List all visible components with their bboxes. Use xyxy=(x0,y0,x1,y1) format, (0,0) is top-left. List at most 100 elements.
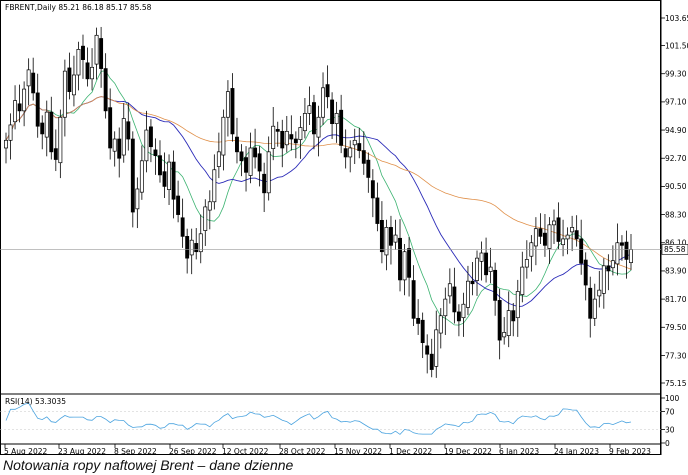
candle-body xyxy=(81,45,85,60)
time-tick-label: 5 Aug 2022 xyxy=(4,447,47,455)
candle-body xyxy=(207,201,212,211)
candle-body xyxy=(62,70,67,118)
candle-body xyxy=(565,234,570,240)
candle-body xyxy=(244,157,248,173)
rsi-tick-label: 0 xyxy=(665,439,670,448)
candle-body xyxy=(506,310,511,336)
candle-body xyxy=(398,237,402,281)
candle-body xyxy=(479,252,484,262)
candle-body xyxy=(361,150,366,164)
candle-body xyxy=(606,265,611,272)
candle-body xyxy=(31,72,36,94)
time-tick-label: 24 Jan 2023 xyxy=(554,447,599,455)
time-tick-label: 23 Aug 2022 xyxy=(58,447,106,455)
candle-body xyxy=(339,109,344,146)
candle-body xyxy=(117,138,122,159)
time-tick-label: 8 Sep 2022 xyxy=(114,447,157,455)
candle-body xyxy=(402,251,407,281)
candle-body xyxy=(542,232,547,246)
price-tick-label: 81.70 xyxy=(665,295,687,304)
candle-body xyxy=(216,151,221,167)
candle-body xyxy=(76,49,81,76)
candle-body xyxy=(352,139,357,146)
candle-body xyxy=(325,84,330,98)
candle-body xyxy=(257,153,262,172)
price-axis-ticks: 75.15 77.30 79.50 81.70 83.90 86.10 88.30 90.50… xyxy=(661,14,688,388)
price-tick-label: 92.70 xyxy=(665,154,687,163)
last-price-marker xyxy=(661,244,688,255)
candle-body xyxy=(162,171,167,187)
candle-body xyxy=(302,113,307,132)
rsi-label: RSI(14) 53.3035 xyxy=(5,397,66,406)
candle-body xyxy=(610,260,615,269)
candle-body xyxy=(389,227,393,246)
candle-body xyxy=(379,220,384,253)
candle-body xyxy=(375,197,380,224)
time-tick-label: 19 Dec 2022 xyxy=(444,447,492,455)
rsi-pane: 0 30 70 100 xyxy=(0,394,680,448)
candle-body xyxy=(135,188,140,210)
candle-body xyxy=(579,238,584,264)
candle-body xyxy=(561,238,566,246)
candle-body xyxy=(171,161,176,200)
time-tick-label: 9 Feb 2023 xyxy=(609,447,651,455)
candle-body xyxy=(153,149,158,157)
candle-body xyxy=(475,257,479,281)
candle-body xyxy=(49,111,54,153)
candle-body xyxy=(167,161,171,190)
candle-body xyxy=(103,68,108,112)
candle-body xyxy=(67,67,72,92)
candle-body xyxy=(284,130,289,146)
candle-body xyxy=(316,116,321,138)
candle-body xyxy=(312,102,316,135)
candle-body xyxy=(94,34,99,65)
candle-body xyxy=(22,88,27,112)
candle-body xyxy=(44,111,49,138)
candle-body xyxy=(148,126,153,148)
candle-body xyxy=(112,138,117,152)
candle-body xyxy=(4,139,8,149)
candle-body xyxy=(447,283,452,297)
candle-body xyxy=(597,289,602,297)
candle-body xyxy=(493,269,498,301)
candle-body xyxy=(511,310,516,322)
price-tick-label: 101.50 xyxy=(665,41,688,50)
candle-body xyxy=(574,230,579,240)
candle-body xyxy=(366,159,371,178)
candle-body xyxy=(203,206,208,231)
rsi-line xyxy=(5,402,632,435)
candle-body xyxy=(461,303,466,319)
candle-body xyxy=(497,300,502,341)
candle-body xyxy=(262,173,267,194)
candle-body xyxy=(40,122,45,135)
candle-body xyxy=(515,291,520,319)
candle-body xyxy=(13,100,18,123)
time-tick-label: 15 Nov 2022 xyxy=(334,447,382,455)
candle-body xyxy=(230,88,235,135)
time-tick-label: 6 Jan 2023 xyxy=(499,447,539,455)
candle-body xyxy=(393,234,398,243)
candle-body xyxy=(588,287,593,319)
candle-body xyxy=(484,252,489,276)
candle-body xyxy=(370,180,375,199)
candle-body xyxy=(348,147,353,158)
candle-body xyxy=(194,243,199,253)
candle-body xyxy=(35,92,40,127)
price-tick-label: 77.30 xyxy=(665,351,687,360)
candle-body xyxy=(452,286,457,313)
candle-body xyxy=(502,332,507,338)
candle-body xyxy=(538,228,543,237)
candle-body xyxy=(239,151,244,162)
candle-body xyxy=(520,266,525,295)
candle-body xyxy=(407,248,412,278)
candle-body xyxy=(411,280,416,319)
candle-body xyxy=(615,242,620,265)
candle-body xyxy=(225,91,230,118)
price-tick-label: 86.10 xyxy=(665,239,687,248)
candle-body xyxy=(570,227,575,233)
candle-body xyxy=(416,317,421,324)
candle-body xyxy=(466,280,470,308)
candle-body xyxy=(547,224,552,249)
price-tick-label: 83.90 xyxy=(665,267,687,276)
candle-body xyxy=(470,280,475,285)
